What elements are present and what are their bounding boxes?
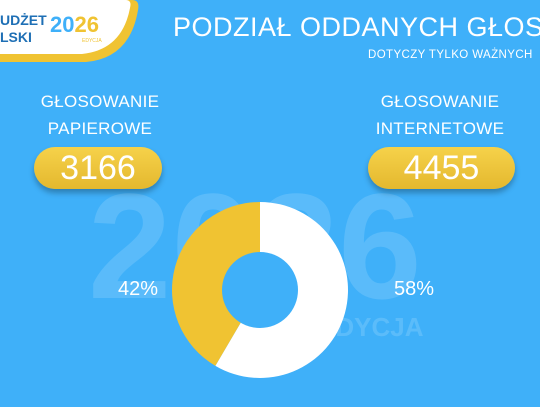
label-paper-line2: PAPIEROWE — [47, 119, 153, 138]
label-online-line2: INTERNETOWE — [375, 119, 505, 138]
label-online-line1: GŁOSOWANIE — [380, 92, 500, 111]
logo-edition: EDYCJA — [82, 38, 102, 44]
label-paper: GŁOSOWANIE PAPIEROWE — [20, 88, 180, 142]
online-percent-label: 58% — [394, 278, 435, 300]
donut-hole — [222, 252, 298, 328]
logo-wordmark: UDŻET LSKI — [0, 12, 47, 46]
logo-year-suffix: 26 — [74, 12, 99, 37]
donut-slice-paper — [171, 202, 260, 366]
paper-count-pill: 3166 — [34, 147, 162, 189]
logo-background — [0, 0, 131, 54]
label-online: GŁOSOWANIE INTERNETOWE — [355, 88, 525, 142]
logo-year-prefix: 20 — [50, 12, 75, 37]
logo-line2: LSKI — [0, 29, 32, 45]
logo-year: 2026 — [50, 12, 99, 38]
label-paper-line1: GŁOSOWANIE — [40, 92, 160, 111]
logo-line1: UDŻET — [0, 12, 47, 28]
page-title: PODZIAŁ ODDANYCH GŁOSÓW — [173, 12, 540, 42]
paper-percent-label: 42% — [118, 278, 159, 300]
page-subtitle: DOTYCZY TYLKO WAŻNYCH — [368, 49, 533, 61]
donut-chart — [171, 202, 348, 378]
online-count-pill: 4455 — [368, 147, 515, 189]
